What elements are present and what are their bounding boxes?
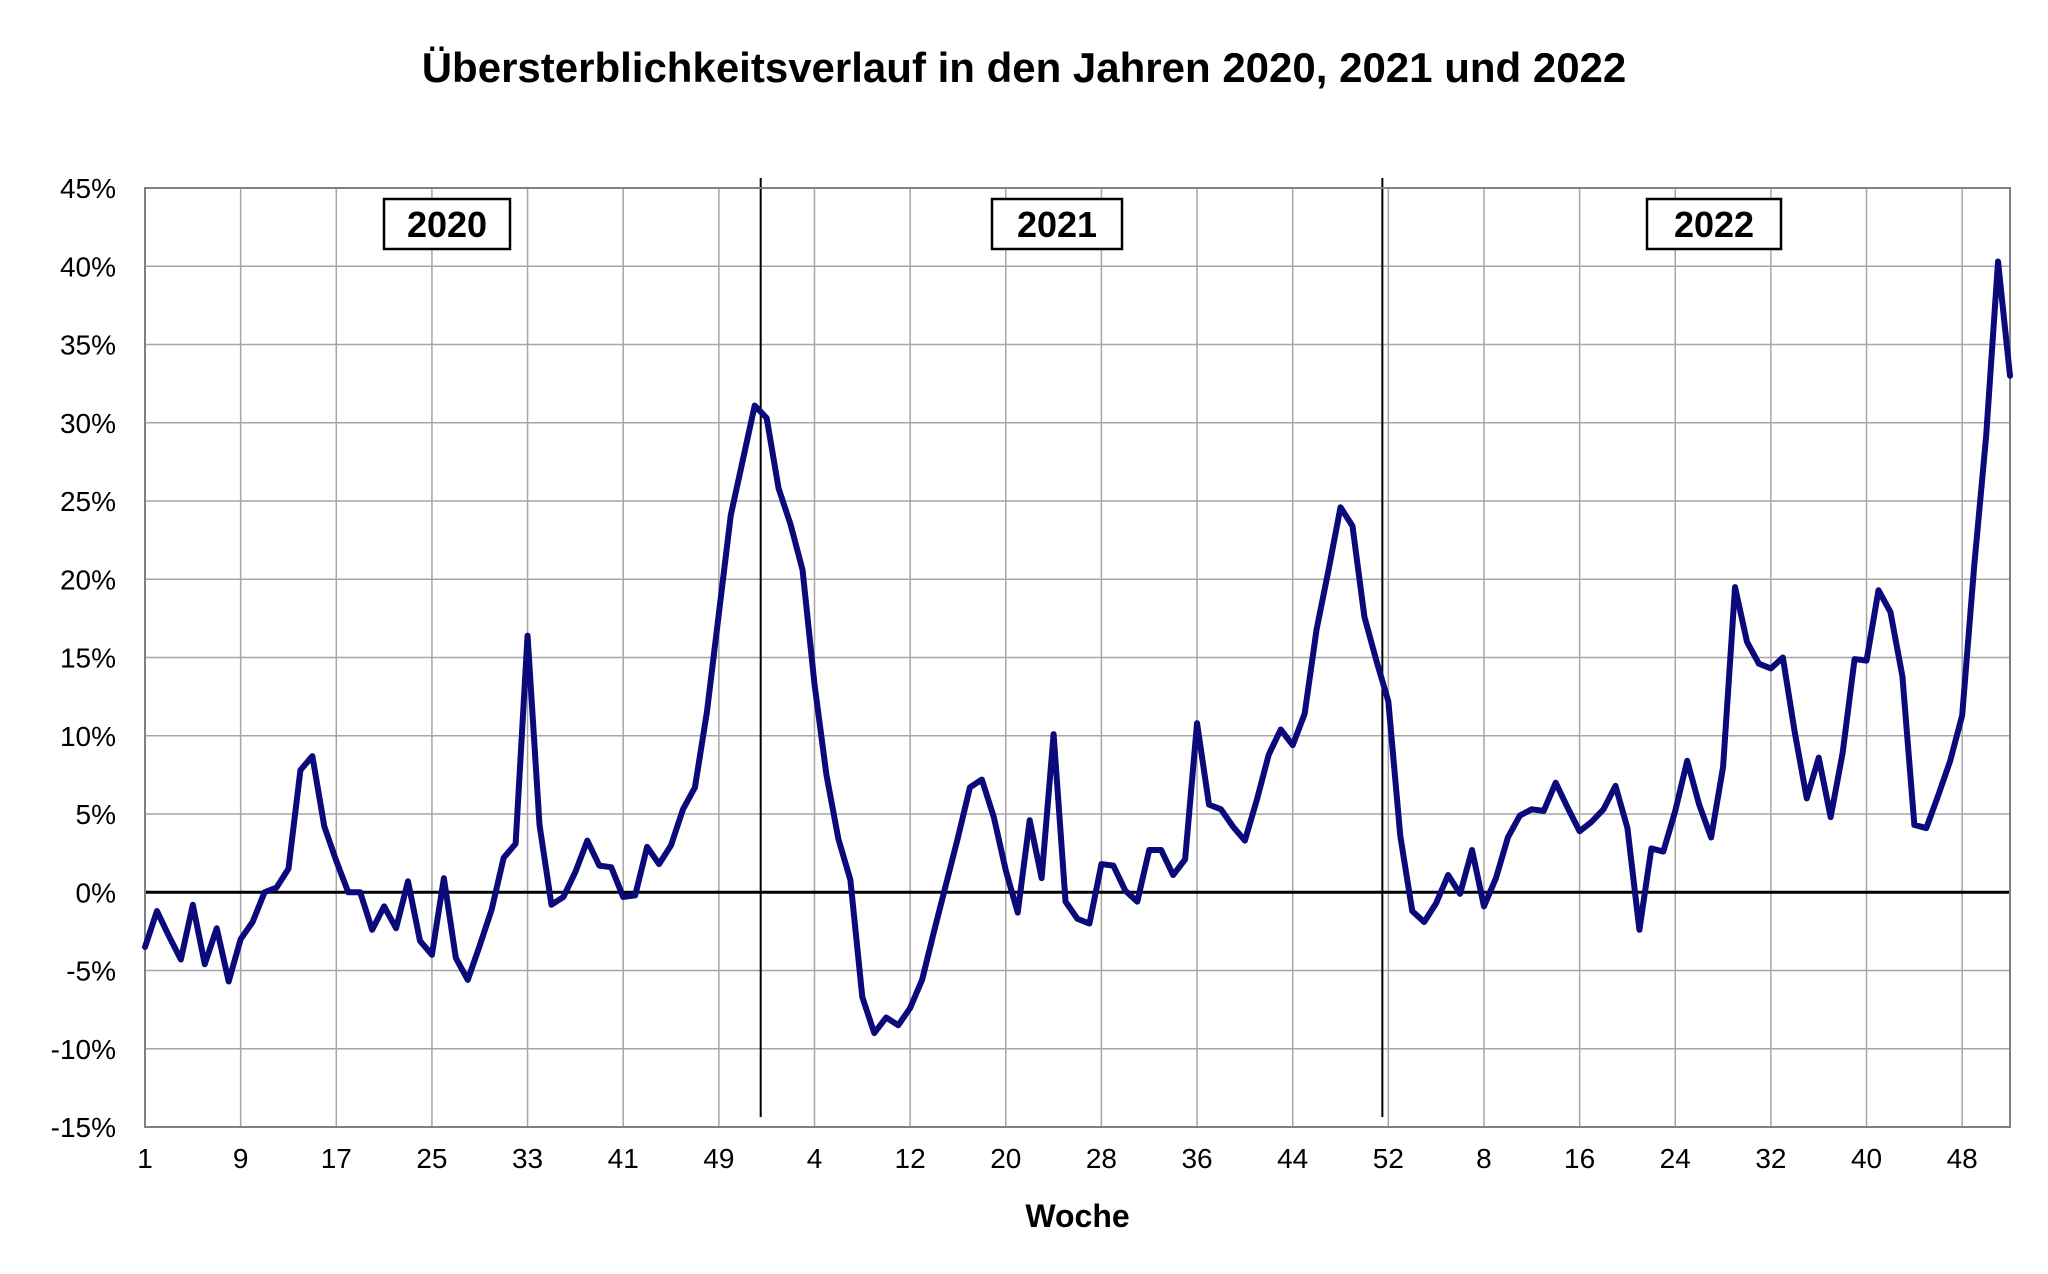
y-tick-label: 40% xyxy=(60,251,116,282)
year-label-2021: 2021 xyxy=(990,197,1124,251)
y-tick-label: 30% xyxy=(60,408,116,439)
x-tick-label: 28 xyxy=(1086,1143,1117,1174)
x-axis-ticks: 1 9 17 25 33 41 49 4 12 20 28 36 44 52 8 16 24 32 40 48 xyxy=(137,1143,1978,1174)
x-tick-label: 24 xyxy=(1660,1143,1691,1174)
y-tick-label: 10% xyxy=(60,721,116,752)
y-tick-label: 15% xyxy=(60,643,116,674)
x-tick-label: 33 xyxy=(512,1143,543,1174)
x-tick-label: 16 xyxy=(1564,1143,1595,1174)
x-tick-label: 8 xyxy=(1476,1143,1492,1174)
x-tick-label: 17 xyxy=(321,1143,352,1174)
x-tick-label: 1 xyxy=(137,1143,153,1174)
y-tick-label: 5% xyxy=(76,799,116,830)
year-label-text: 2022 xyxy=(1674,204,1754,245)
x-tick-label: 12 xyxy=(895,1143,926,1174)
y-tick-label: -10% xyxy=(51,1034,116,1065)
x-tick-label: 36 xyxy=(1181,1143,1212,1174)
x-tick-label: 20 xyxy=(990,1143,1021,1174)
year-labels: 2020 2021 2022 xyxy=(382,197,1783,251)
x-tick-label: 49 xyxy=(703,1143,734,1174)
year-label-2020: 2020 xyxy=(382,197,512,251)
x-tick-label: 44 xyxy=(1277,1143,1308,1174)
year-label-box xyxy=(382,197,512,251)
x-tick-label: 52 xyxy=(1373,1143,1404,1174)
x-tick-label: 4 xyxy=(807,1143,823,1174)
x-tick-label: 32 xyxy=(1755,1143,1786,1174)
series xyxy=(142,258,2013,1037)
series-line xyxy=(142,258,2013,1037)
y-tick-label: 35% xyxy=(60,330,116,361)
y-tick-label: 20% xyxy=(60,564,116,595)
x-tick-label: 48 xyxy=(1947,1143,1978,1174)
plot-area xyxy=(144,187,2011,1128)
year-separators xyxy=(759,178,1384,1117)
y-axis-ticks: 45% 40% 35% 30% 25% 20% 15% 10% 5% 0% -5% -10% -15% xyxy=(51,173,116,1143)
x-tick-label: 9 xyxy=(233,1143,249,1174)
year-label-text: 2021 xyxy=(1017,204,1097,245)
year-label-text: 2020 xyxy=(407,204,487,245)
y-tick-label: -15% xyxy=(51,1112,116,1143)
year-label-2022: 2022 xyxy=(1645,197,1783,251)
x-tick-label: 25 xyxy=(416,1143,447,1174)
y-tick-label: 0% xyxy=(76,877,116,908)
x-axis-title: Woche xyxy=(1025,1198,1129,1234)
y-tick-label: 25% xyxy=(60,486,116,517)
y-tick-label: -5% xyxy=(66,956,116,987)
year-label-box xyxy=(1645,197,1783,251)
y-tick-label: 45% xyxy=(60,173,116,204)
chart-title: Übersterblichkeitsverlauf in den Jahren … xyxy=(421,44,1627,91)
x-tick-label: 41 xyxy=(608,1143,639,1174)
x-tick-label: 40 xyxy=(1851,1143,1882,1174)
year-label-box xyxy=(990,197,1124,251)
